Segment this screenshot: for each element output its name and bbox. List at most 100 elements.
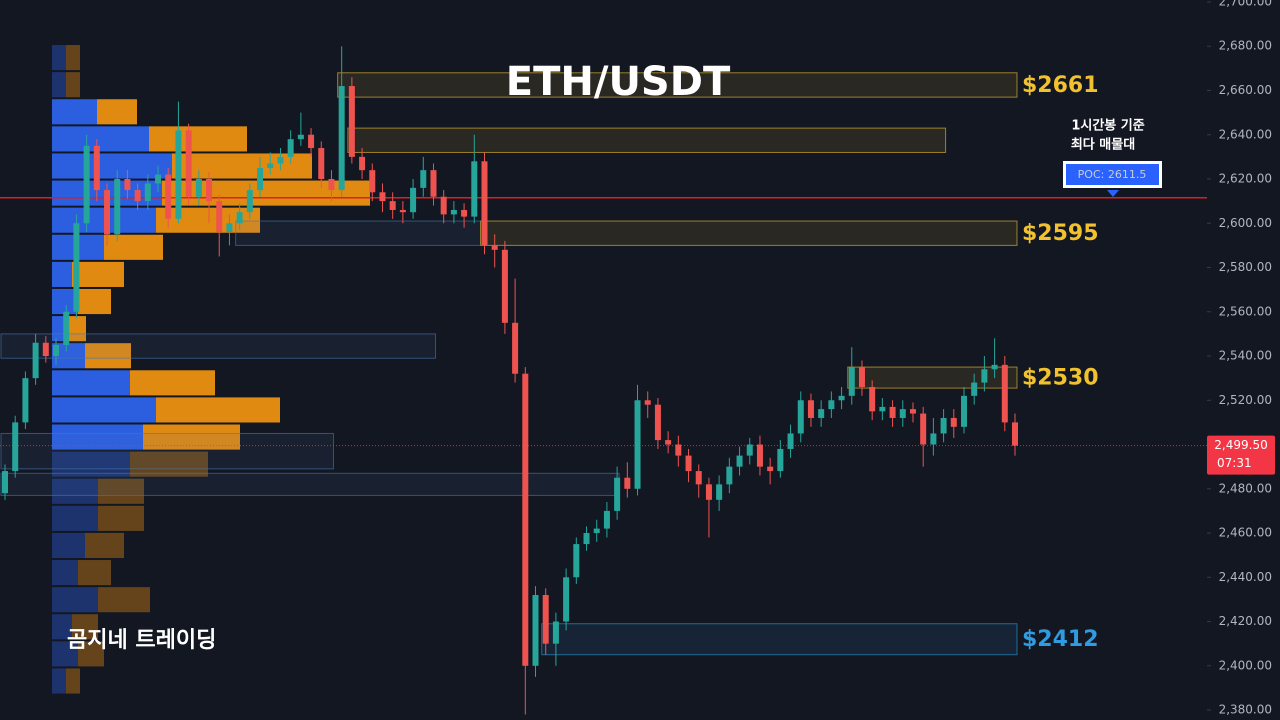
zone-label: $2412 <box>1022 627 1099 652</box>
countdown-label: 07:31 <box>1217 456 1252 470</box>
candle-body <box>104 190 111 235</box>
candle-body <box>379 192 386 202</box>
candle-body <box>185 130 192 197</box>
candle-body <box>736 455 743 467</box>
candle-body <box>461 209 468 217</box>
candle-body <box>144 183 151 202</box>
candle-body <box>593 528 600 534</box>
profile-buy-bar <box>52 316 66 342</box>
candle-body <box>369 170 376 193</box>
profile-buy-bar <box>52 560 78 586</box>
profile-sell-bar <box>156 207 260 233</box>
price-zone <box>235 220 487 246</box>
profile-buy-bar <box>52 153 172 179</box>
candle-body <box>236 212 243 224</box>
candle-body <box>12 422 19 472</box>
price-zone <box>337 72 1018 98</box>
candle-body <box>195 179 202 197</box>
candle-body <box>828 400 835 410</box>
profile-buy-bar <box>52 72 66 98</box>
candle-body <box>297 134 304 140</box>
candle-body <box>838 395 845 401</box>
candle-body <box>420 170 427 188</box>
profile-sell-bar <box>130 451 208 477</box>
candle-body <box>563 577 570 622</box>
candle-body <box>542 594 549 644</box>
candle-body <box>155 174 162 184</box>
candle-body <box>869 386 876 412</box>
candle-body <box>83 145 90 224</box>
candle-body <box>756 444 763 467</box>
candle-body <box>899 409 906 418</box>
candle-body <box>22 378 29 423</box>
candle-body <box>705 484 712 500</box>
price-axis: 2,380.00 2,400.00 2,420.00 2,440.00 2,460.00… <box>1207 0 1275 717</box>
y-tick-label: 2,680.00 <box>1219 39 1272 53</box>
candle-body <box>257 167 264 191</box>
profile-sell-bar <box>98 478 144 504</box>
candle-body <box>338 86 345 191</box>
candle-body <box>960 395 967 427</box>
y-tick-label: 2,640.00 <box>1219 127 1272 141</box>
y-tick-label: 2,460.00 <box>1219 526 1272 540</box>
candle-body <box>726 466 733 485</box>
candle-body <box>787 433 794 449</box>
y-tick-label: 2,380.00 <box>1219 703 1272 717</box>
candle-body <box>848 367 855 396</box>
candle-body <box>797 400 804 434</box>
poc-label: POC: 2611.5 <box>1078 168 1147 181</box>
profile-buy-bar <box>52 45 66 71</box>
candle-body <box>226 223 233 233</box>
candle-body <box>971 382 978 396</box>
y-tick-label: 2,480.00 <box>1219 481 1272 495</box>
profile-sell-bar <box>98 587 150 613</box>
y-tick-label: 2,700.00 <box>1219 0 1272 8</box>
profile-sell-bar <box>156 397 280 423</box>
profile-buy-bar <box>52 126 149 152</box>
candle-body <box>491 245 498 250</box>
candle-body <box>359 156 366 171</box>
zone-label: $2661 <box>1022 73 1099 98</box>
candle-body <box>522 373 529 666</box>
profile-buy-bar <box>52 207 156 233</box>
poc-note: 1시간봉 기준 <box>1071 118 1144 134</box>
price-lines <box>0 197 1207 447</box>
profile-sell-bar <box>172 153 312 179</box>
labels: ETH/USDT 곰지네 트레이딩 1시간봉 기준 최다 매물대 $2661 $2… <box>67 59 1162 653</box>
candle-body <box>654 404 661 441</box>
y-tick-label: 2,420.00 <box>1219 614 1272 628</box>
candle-body <box>267 163 274 168</box>
profile-sell-bar <box>66 316 86 342</box>
y-tick-label: 2,400.00 <box>1219 658 1272 672</box>
profile-buy-bar <box>52 641 78 667</box>
candle-body <box>481 161 488 246</box>
candle-body <box>634 400 641 489</box>
candle-body <box>206 179 213 202</box>
candle-body <box>73 223 80 312</box>
profile-buy-bar <box>52 478 98 504</box>
candle-body <box>807 400 814 418</box>
candle-body <box>1012 422 1018 446</box>
profile-sell-bar <box>66 72 80 98</box>
profile-buy-bar <box>52 397 156 423</box>
profile-sell-bar <box>66 668 80 694</box>
candle-body <box>216 201 223 233</box>
candle-body <box>124 179 131 191</box>
profile-buy-bar <box>52 424 143 450</box>
candle-body <box>1001 364 1008 423</box>
candle-body <box>981 369 988 383</box>
candle-body <box>583 533 590 545</box>
y-tick-label: 2,600.00 <box>1219 216 1272 230</box>
candle-body <box>746 444 753 456</box>
candle-body <box>318 148 325 180</box>
candle-body <box>512 322 519 374</box>
profile-buy-bar <box>52 99 97 125</box>
profile-sell-bar <box>130 370 215 396</box>
candle-body <box>685 455 692 472</box>
candle-body <box>767 466 774 472</box>
candle-body <box>42 342 49 357</box>
candle-body <box>471 161 478 217</box>
candle-body <box>410 187 417 213</box>
